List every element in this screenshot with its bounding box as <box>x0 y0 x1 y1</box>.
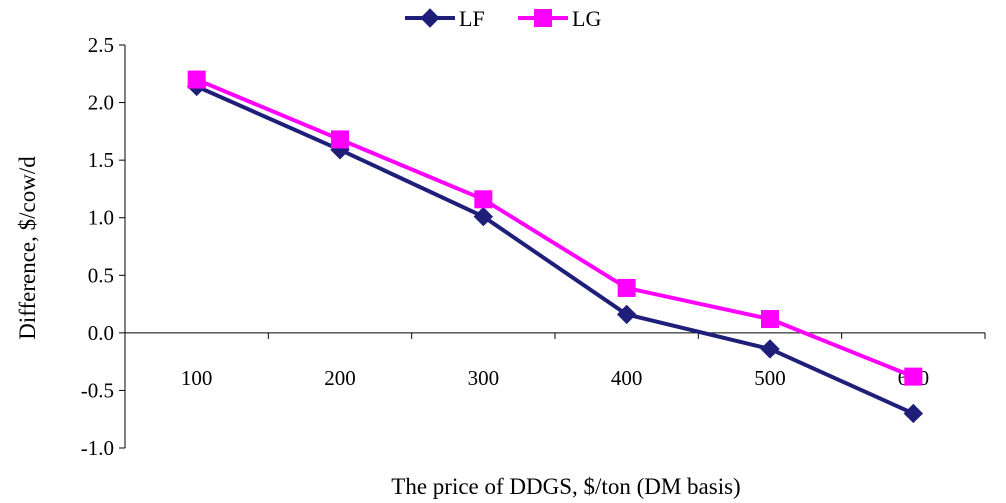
legend-label-lf: LF <box>459 6 485 31</box>
x-tick-label: 200 <box>324 366 356 390</box>
legend-item-lg: LG <box>518 6 601 31</box>
y-tick-label: 0.5 <box>88 263 114 287</box>
legend-item-lf: LF <box>405 6 485 31</box>
y-tick-label: 0.0 <box>88 321 114 345</box>
y-tick-label: 1.5 <box>88 148 114 172</box>
data-point-lg <box>331 130 349 149</box>
series-lg <box>187 70 923 386</box>
data-point-lg <box>904 367 923 386</box>
series-line-lg <box>195 77 915 379</box>
y-tick-label: 2.5 <box>88 33 114 57</box>
data-point-lf <box>903 403 924 424</box>
y-tick-label: -1.0 <box>81 436 114 460</box>
data-point-lf <box>616 304 637 325</box>
series-lf <box>186 76 924 424</box>
y-tick-label: 1.0 <box>88 206 114 230</box>
legend-marker-lf <box>420 8 440 28</box>
data-point-lf <box>473 206 494 227</box>
y-tick-label: 2.0 <box>88 91 114 115</box>
y-axis: -1.0 -0.5 0.0 0.5 1.0 1.5 2.0 2.5 <box>81 33 126 460</box>
series-line-lf <box>195 84 915 416</box>
x-tick-label: 500 <box>754 366 786 390</box>
x-axis: 100200300400500600 <box>124 332 986 390</box>
x-axis-title: The price of DDGS, $/ton (DM basis) <box>391 474 740 499</box>
legend-label-lg: LG <box>572 6 601 31</box>
y-axis-title: Difference, $/cow/d <box>15 156 40 340</box>
legend: LF LG <box>405 6 601 31</box>
data-point-lg <box>761 310 779 329</box>
data-point-lg <box>187 70 206 89</box>
x-tick-label: 100 <box>181 366 213 390</box>
x-tick-label: 300 <box>468 366 500 390</box>
y-tick-label: -0.5 <box>81 378 114 402</box>
data-point-lg <box>474 190 493 209</box>
data-point-lg <box>617 278 636 297</box>
series-layer <box>186 70 924 424</box>
x-tick-label: 400 <box>611 366 643 390</box>
data-point-lf <box>760 339 780 359</box>
legend-marker-lg <box>534 9 552 27</box>
